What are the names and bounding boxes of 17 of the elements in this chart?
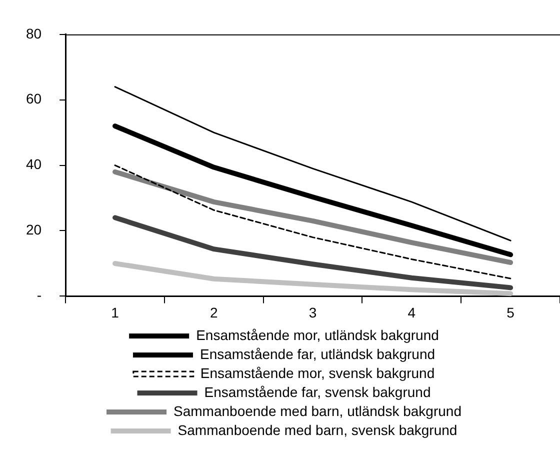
y-tick-label: 40 bbox=[26, 156, 42, 172]
x-tick-label: 5 bbox=[506, 304, 515, 320]
legend-label: Sammanboende med barn, svensk bakgrund bbox=[178, 422, 458, 438]
legend-label: Sammanboende med barn, utländsk bakgrund bbox=[174, 402, 462, 419]
legend-label: Ensamstående far, utländsk bakgrund bbox=[200, 346, 436, 362]
y-tick-label: 20 bbox=[26, 222, 42, 238]
x-tick-label: 3 bbox=[308, 304, 317, 320]
x-tick-label: 4 bbox=[408, 304, 416, 320]
legend-label: Ensamstående far, svensk bakgrund bbox=[204, 384, 431, 400]
y-tick-label: 80 bbox=[26, 25, 42, 42]
x-tick-label: 2 bbox=[210, 304, 218, 320]
y-tick-label: - bbox=[36, 287, 42, 304]
legend-label: Ensamstående mor, svensk bakgrund bbox=[200, 364, 435, 381]
y-tick-label: 60 bbox=[26, 90, 42, 107]
x-tick-label: 1 bbox=[111, 304, 120, 320]
line-series bbox=[114, 164, 512, 280]
legend-label: Ensamstående mor, utländsk bakgrund bbox=[196, 326, 439, 343]
